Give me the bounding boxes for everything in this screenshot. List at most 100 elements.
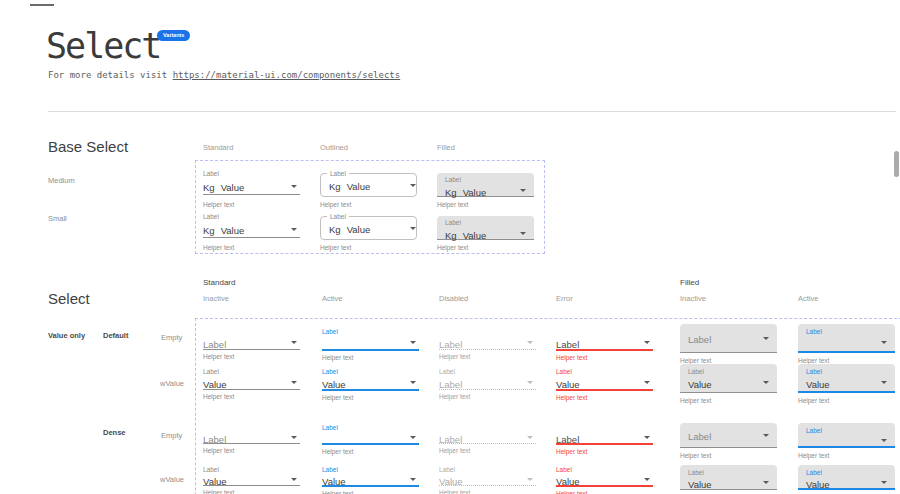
dropdown-arrow-icon bbox=[763, 337, 769, 340]
select-label: Label bbox=[688, 367, 769, 376]
helper-text: Helper text bbox=[322, 354, 419, 362]
select-filled-inactive[interactable]: LabelKgValueHelper text bbox=[437, 169, 534, 209]
select-value: Label bbox=[439, 434, 462, 445]
select-standard-active[interactable]: LabelHelper text bbox=[322, 423, 419, 456]
helper-text: Helper text bbox=[439, 393, 536, 401]
select-value: Value bbox=[688, 479, 712, 490]
state-header-active-filled: Active bbox=[798, 294, 818, 303]
select-standard-error[interactable]: LabelValueHelper text bbox=[556, 465, 653, 494]
select-label bbox=[439, 423, 536, 432]
select-value: Label bbox=[439, 339, 462, 350]
subtitle: For more details visit https://material-… bbox=[48, 70, 400, 80]
dropdown-arrow-icon bbox=[410, 227, 416, 230]
filled-box: Label bbox=[798, 324, 895, 353]
dropdown-arrow-icon bbox=[527, 436, 533, 439]
row-label-wvalue-default: wValue bbox=[160, 379, 184, 388]
subtitle-link[interactable]: https://material-ui.com/components/selec… bbox=[173, 70, 401, 80]
select-value: Value bbox=[806, 479, 830, 490]
dropdown-arrow-icon bbox=[763, 381, 769, 384]
select-label: Label bbox=[556, 465, 653, 474]
select-adornment: Kg bbox=[329, 181, 341, 192]
select-standard-error[interactable]: Label Helper text bbox=[556, 423, 653, 456]
select-label bbox=[439, 327, 536, 336]
select-label: Label bbox=[322, 465, 419, 474]
select-value: Value bbox=[347, 224, 371, 235]
helper-text: Helper text bbox=[322, 394, 419, 402]
select-underline bbox=[203, 237, 300, 238]
state-header-inactive-filled: Inactive bbox=[680, 294, 706, 303]
dropdown-arrow-icon bbox=[527, 381, 533, 384]
select-value: Value bbox=[203, 476, 227, 487]
select-label: Label bbox=[556, 367, 653, 376]
select-standard-disabled[interactable]: LabelHelper text bbox=[439, 327, 536, 361]
helper-text: Helper text bbox=[556, 448, 653, 456]
helper-text: Helper text bbox=[320, 201, 417, 209]
helper-text: Helper text bbox=[320, 244, 417, 252]
select-standard-disabled[interactable]: LabelHelper text bbox=[439, 423, 536, 455]
helper-text: Helper text bbox=[798, 397, 895, 405]
group-header-standard: Standard bbox=[203, 278, 235, 287]
select-label: Label bbox=[203, 169, 300, 178]
select-adornment: Kg bbox=[329, 224, 341, 235]
select-underline bbox=[203, 194, 300, 195]
select-standard-inactive[interactable]: LabelHelper text bbox=[203, 327, 300, 361]
select-standard-active[interactable]: LabelValueHelper text bbox=[322, 465, 419, 494]
select-filled-active[interactable]: LabelHelper text bbox=[798, 423, 895, 460]
dropdown-arrow-icon bbox=[527, 341, 533, 344]
select-label: Label bbox=[806, 468, 887, 477]
scrollbar-thumb[interactable] bbox=[894, 151, 899, 177]
select-value: Value bbox=[806, 379, 830, 390]
select-standard-disabled[interactable]: LabelValueHelper text bbox=[439, 465, 536, 494]
select-filled-active[interactable]: LabelValueHelper text bbox=[798, 367, 895, 405]
select-value: Label bbox=[203, 434, 226, 445]
filled-box: LabelKgValue bbox=[437, 216, 534, 240]
select-filled-inactive[interactable]: LabelKgValue Helper text bbox=[437, 212, 534, 252]
select-filled-active[interactable]: LabelValueHelper text bbox=[798, 465, 895, 494]
select-adornment: Kg bbox=[203, 225, 215, 236]
helper-text: Helper text bbox=[203, 447, 300, 455]
select-standard-inactive[interactable]: LabelKgValueHelper text bbox=[203, 169, 300, 209]
dropdown-arrow-icon bbox=[881, 381, 887, 384]
row-label-empty-dense: Empty bbox=[161, 431, 182, 440]
helper-text: Helper text bbox=[437, 201, 534, 209]
select-standard-inactive[interactable]: LabelValueHelper text bbox=[203, 465, 300, 494]
row-label-medium: Medium bbox=[48, 176, 75, 185]
select-label: Label bbox=[203, 367, 300, 376]
helper-text: Helper text bbox=[203, 393, 300, 401]
select-value: Value bbox=[322, 476, 346, 487]
helper-text: Helper text bbox=[437, 244, 534, 252]
select-standard-error[interactable]: LabelValueHelper text bbox=[556, 367, 653, 402]
select-standard-inactive[interactable]: LabelValueHelper text bbox=[203, 367, 300, 401]
select-value: Label bbox=[556, 434, 579, 445]
select-standard-disabled[interactable]: LabelLabelHelper text bbox=[439, 367, 536, 401]
select-standard-active[interactable]: LabelHelper text bbox=[322, 327, 419, 362]
select-outlined-inactive[interactable]: LabelKgValueHelper text bbox=[320, 212, 417, 252]
variants-badge[interactable]: Variants bbox=[157, 30, 190, 41]
row-label-value-only: Value only bbox=[48, 331, 85, 340]
select-standard-inactive[interactable]: LabelKgValueHelper text bbox=[203, 212, 300, 252]
dropdown-arrow-icon bbox=[291, 341, 297, 344]
select-standard-inactive[interactable]: Label Helper text bbox=[203, 423, 300, 455]
select-filled-inactive[interactable]: LabelValueHelper text bbox=[680, 465, 777, 494]
helper-text: Helper text bbox=[203, 489, 300, 494]
dropdown-arrow-icon bbox=[527, 478, 533, 481]
dropdown-arrow-icon bbox=[410, 184, 416, 187]
header-divider bbox=[48, 111, 896, 112]
select-filled-inactive[interactable]: LabelHelper text bbox=[680, 327, 777, 365]
select-standard-error[interactable]: LabelHelper text bbox=[556, 327, 653, 362]
select-filled-inactive[interactable]: LabelValueHelper text bbox=[680, 367, 777, 405]
select-standard-active[interactable]: LabelValueHelper text bbox=[322, 367, 419, 402]
select-value: Value bbox=[347, 181, 371, 192]
select-filled-inactive[interactable]: LabelHelper text bbox=[680, 423, 777, 460]
dropdown-arrow-icon bbox=[881, 341, 887, 344]
select-label: Label bbox=[688, 468, 769, 477]
select-outlined-inactive[interactable]: LabelKgValueHelper text bbox=[320, 169, 417, 209]
dropdown-arrow-icon bbox=[410, 341, 416, 344]
select-value: Label bbox=[439, 379, 462, 390]
helper-text: Helper text bbox=[203, 201, 300, 209]
select-filled-active[interactable]: LabelHelper text bbox=[798, 327, 895, 365]
row-label-empty-default: Empty bbox=[161, 333, 182, 342]
helper-text: Helper text bbox=[203, 244, 300, 252]
dropdown-arrow-icon bbox=[881, 439, 887, 442]
state-header-active-standard: Active bbox=[322, 294, 342, 303]
